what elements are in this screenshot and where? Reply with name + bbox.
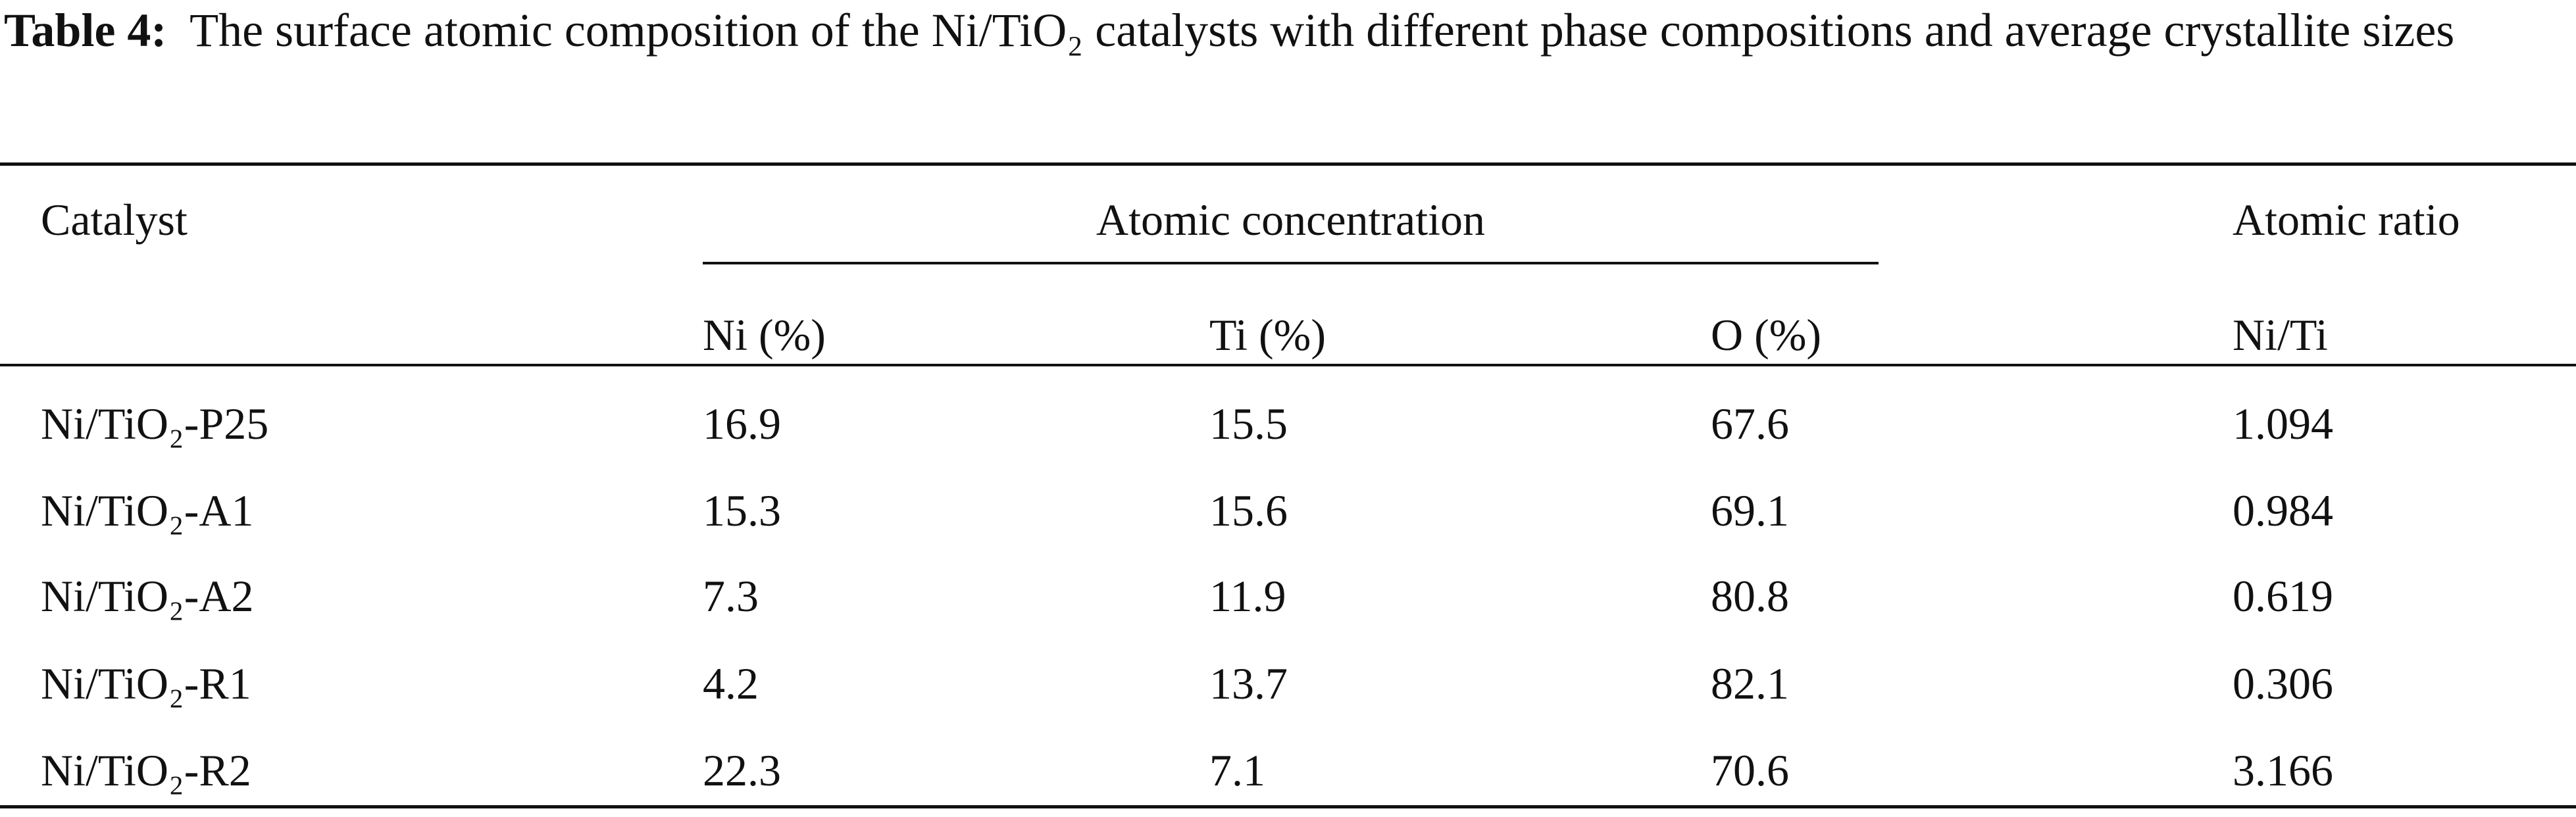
caption-label: Table 4:	[4, 4, 167, 57]
table-cell: 13.7	[1209, 658, 1288, 708]
table-cell: 0.306	[2233, 658, 2333, 708]
row-label: Ni/TiO₂-A2	[41, 571, 254, 621]
header-rule	[0, 364, 2576, 366]
table-cell: 0.984	[2233, 485, 2333, 535]
table-cell: 80.8	[1711, 571, 1789, 621]
row-label: Ni/TiO₂-R2	[41, 745, 251, 795]
row-label: Ni/TiO₂-A1	[41, 485, 254, 535]
caption-text: The surface atomic composition of the Ni…	[189, 4, 2455, 57]
column-header: O (%)	[1711, 310, 1822, 360]
bottom-rule	[0, 805, 2576, 808]
table-cell: 7.3	[703, 571, 759, 621]
table-cell: 67.6	[1711, 399, 1789, 449]
column-header: Ti (%)	[1209, 310, 1326, 360]
table-cell: 16.9	[703, 399, 781, 449]
table-cell: 70.6	[1711, 745, 1789, 795]
group-rule	[703, 262, 1879, 264]
column-header: Ni/Ti	[2233, 310, 2328, 360]
column-header: Ni (%)	[703, 310, 826, 360]
table-cell: 69.1	[1711, 485, 1789, 535]
table-cell: 22.3	[703, 745, 781, 795]
header-ratio-group: Atomic ratio	[2233, 195, 2460, 245]
row-label: Ni/TiO₂-P25	[41, 399, 269, 449]
table-cell: 0.619	[2233, 571, 2333, 621]
table-cell: 4.2	[703, 658, 759, 708]
header-catalyst: Catalyst	[41, 195, 188, 245]
header-group: Atomic concentration	[1096, 195, 1485, 245]
table-cell: 82.1	[1711, 658, 1789, 708]
table-caption: Table 4: The surface atomic composition …	[4, 0, 2570, 61]
table-cell: 15.5	[1209, 399, 1288, 449]
table-cell: 15.6	[1209, 485, 1288, 535]
table-cell: 3.166	[2233, 745, 2333, 795]
table-cell: 1.094	[2233, 399, 2333, 449]
table-cell: 7.1	[1209, 745, 1265, 795]
row-label: Ni/TiO₂-R1	[41, 658, 251, 708]
top-rule	[0, 162, 2576, 166]
table-cell: 11.9	[1209, 571, 1286, 621]
table-cell: 15.3	[703, 485, 781, 535]
